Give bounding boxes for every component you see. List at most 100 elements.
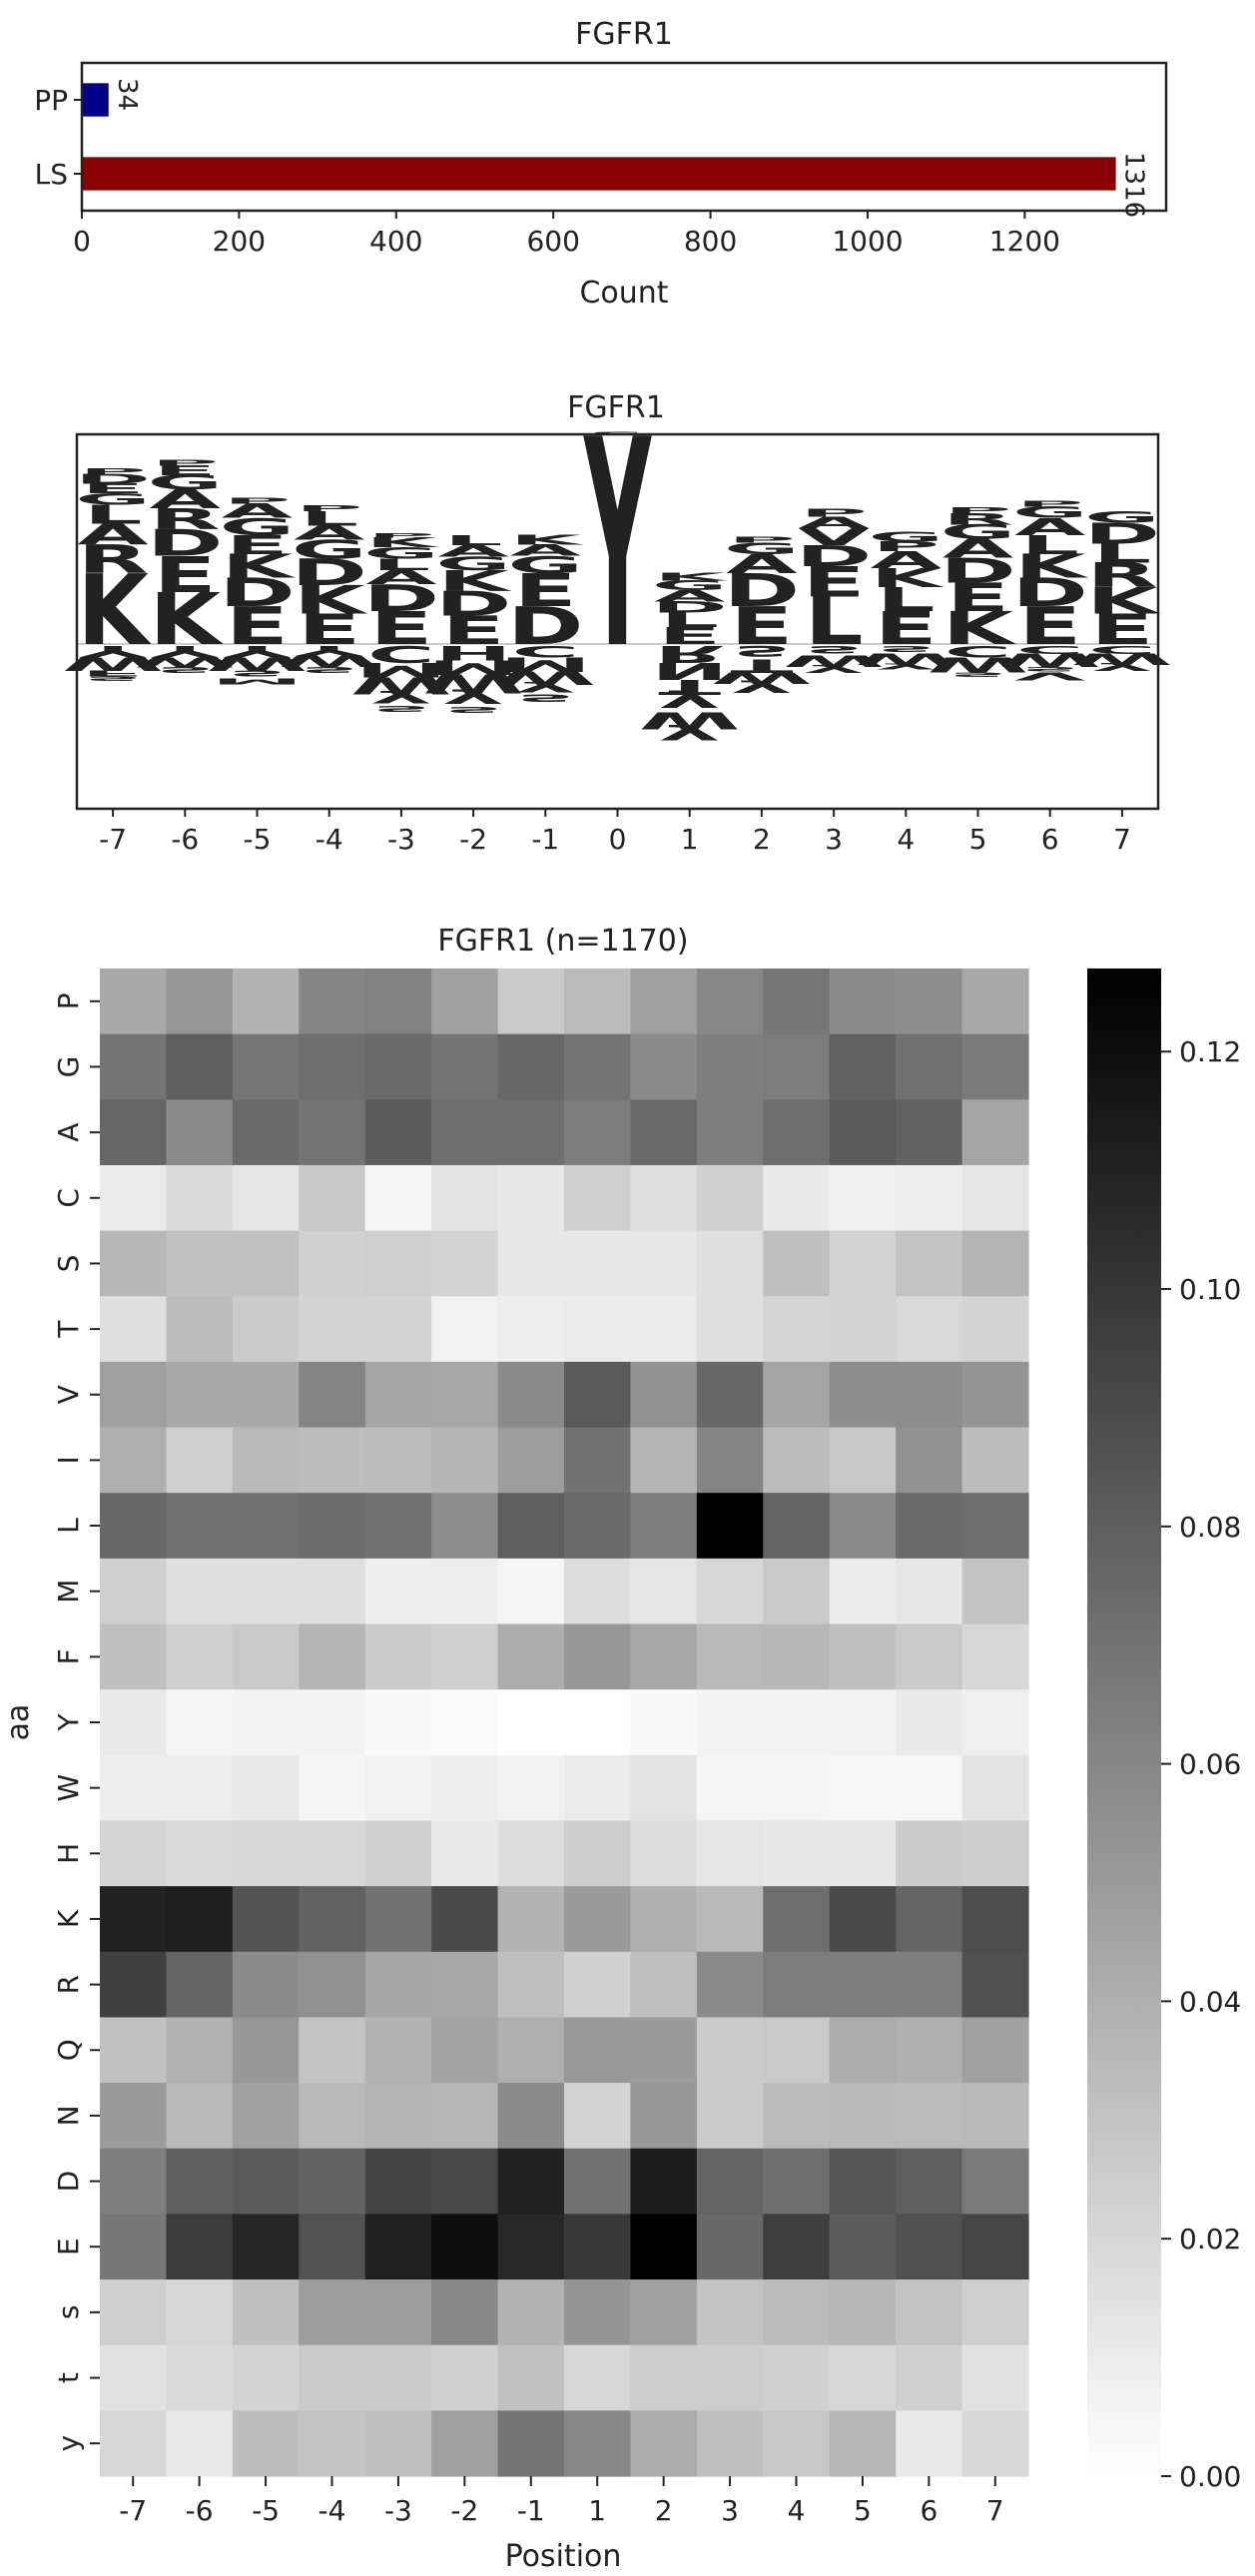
heatmap-cell [961,1493,1029,1560]
heatmap-cell [564,1033,632,1100]
logo-letter: V [1014,670,1086,682]
heatmap-cell [431,2017,499,2084]
heatmap-cell [961,1820,1029,1887]
heatmap-cell [696,2279,764,2346]
heatmap-cell [497,1164,565,1232]
heatmap-cell [364,1493,432,1560]
heatmap-cell [299,1033,366,1100]
heatmap-cell [630,1886,698,1953]
heatmap-cell [497,1099,565,1166]
logo-letter: s [879,643,934,655]
logo-letter: P [367,532,435,540]
heatmap-cell [232,2344,300,2411]
logo-letter: E [946,574,1009,620]
logo-letter: D [291,551,367,594]
heatmap-cell [896,1361,963,1429]
heatmap-cell [166,1886,234,1953]
heatmap-cell [829,2017,897,2084]
heatmap-cell [961,1230,1029,1297]
heatmap-cell [232,1623,300,1690]
heatmap-cell [232,2148,300,2215]
heatmap-cell [100,1754,168,1822]
logo-letter: D [147,522,224,565]
heatmap-cell [763,1754,831,1822]
heatmap-cell [497,1033,565,1100]
heatmap-cell [364,1427,432,1494]
heatmap-cell [166,1689,234,1756]
heatmap-cell [232,1886,300,1953]
logo-letter: D [940,552,1016,591]
heatmap-xtick-label: -2 [450,2494,478,2527]
heatmap-cell [564,1820,632,1887]
heatmap-cell [696,968,764,1035]
heatmap-cell [232,1427,300,1494]
logo-letter: G [941,520,1016,543]
heatmap-xtick-label: 1 [588,2494,606,2527]
logo-letter: L [877,581,936,619]
heatmap-cell [497,1361,565,1429]
heatmap-cell [232,1230,300,1297]
logo-letter: F [82,669,145,678]
logo-letter: K [654,571,728,583]
bar-xtick-label: 1000 [832,225,903,258]
logo-letter: C [1088,643,1156,655]
heatmap-cell [829,968,897,1035]
logo-letter: E [803,558,866,606]
heatmap-cell [299,1296,366,1363]
heatmap-cell [961,1558,1029,1625]
logo-letter: K [871,563,945,593]
logo-xtick-label: -1 [531,823,559,856]
heatmap-cell [763,1361,831,1429]
logo-letter: R [150,503,221,536]
heatmap-cell [829,2083,897,2150]
heatmap-ytick-label: R [52,1975,85,1994]
heatmap-cell [763,2017,831,2084]
heatmap-cell [564,1689,632,1756]
heatmap-cell [232,1754,300,1822]
heatmap-cell [100,1493,168,1560]
heatmap-xtick-label: 5 [854,2494,872,2527]
heatmap-cell [431,1754,499,1822]
heatmap-cell [829,1886,897,1953]
logo-xtick-label: -2 [459,823,487,856]
heatmap-cell [364,1164,432,1232]
heatmap-cell [497,1230,565,1297]
heatmap-ytick-label: y [52,2435,85,2452]
heatmap-cell [564,2214,632,2280]
heatmap-cell [829,1951,897,2019]
heatmap-cell [364,2344,432,2411]
heatmap-cell [100,2410,168,2477]
heatmap-cell [630,1820,698,1887]
heatmap-cell [564,1886,632,1953]
heatmap-ytick-label: E [52,2238,85,2255]
logo-letter: A [294,521,365,544]
logo-letter: W [350,672,452,699]
logo-letter: G [147,471,223,494]
logo-letter: P [728,535,796,544]
heatmap-cell [630,1558,698,1625]
heatmap-ytick-label: G [52,1056,85,1078]
heatmap-ytick-label: W [52,1774,85,1802]
logo-letter: s [230,668,285,680]
logo-letter: K [150,578,225,661]
sequence-logo-chart: FGFR1 KRALGEDPKEDRAGEPEDKEGAPEKDGALPEDAL… [62,380,1173,856]
heatmap-cell [829,1099,897,1166]
heatmap-cell [232,2214,300,2280]
logo-letter: K [1086,580,1161,623]
heatmap-cell [166,2214,234,2280]
heatmap-cell [564,1099,632,1166]
heatmap-cell [630,1033,698,1100]
heatmap-cell [896,2017,963,2084]
heatmap-xtick-label: 2 [655,2494,673,2527]
bar-xtick-label: 1200 [989,225,1060,258]
heatmap-cell [166,1558,234,1625]
heatmap-cell [763,1427,831,1494]
heatmap-cell [763,1033,831,1100]
logo-letter: G [507,551,583,578]
logo-letter: W [639,707,741,734]
heatmap-cell [100,1623,168,1690]
heatmap-cell [299,2344,366,2411]
heatmap-cell [497,1886,565,1953]
heatmap-cell [961,2083,1029,2150]
